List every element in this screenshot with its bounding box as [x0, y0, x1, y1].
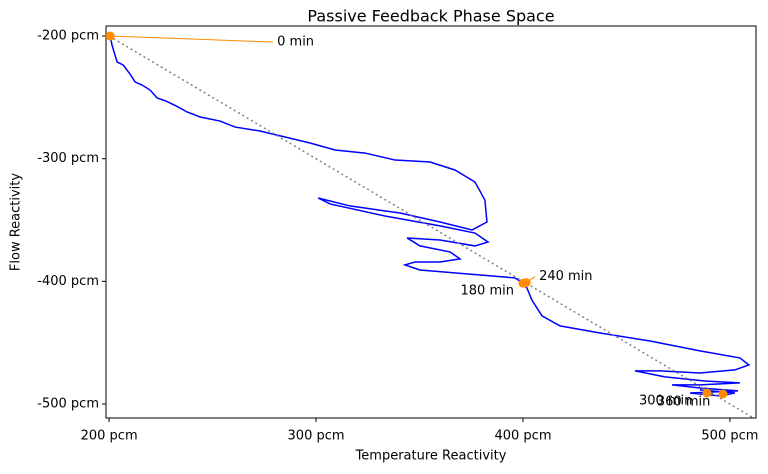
- trajectory-line: [109, 35, 751, 397]
- y-tick-label: -400 pcm: [37, 274, 99, 289]
- annotation-label: 240 min: [539, 269, 592, 284]
- y-axis-label: Flow Reactivity: [9, 173, 24, 271]
- time-marker: [521, 278, 531, 288]
- reference-line: [108, 35, 755, 418]
- axes-frame: [105, 25, 757, 419]
- y-tick-label: -200 pcm: [37, 29, 99, 44]
- x-tick-label: 500 pcm: [701, 429, 758, 444]
- y-tick-label: -300 pcm: [37, 151, 99, 166]
- annotation-label: 0 min: [277, 35, 314, 50]
- time-marker: [105, 31, 115, 41]
- y-tick-label: -500 pcm: [37, 397, 99, 412]
- time-marker: [718, 389, 728, 399]
- chart-title: Passive Feedback Phase Space: [307, 7, 554, 26]
- time-marker: [702, 388, 712, 398]
- x-tick-label: 400 pcm: [494, 429, 551, 444]
- annotation-label: 360 min: [657, 394, 710, 409]
- annotation-label: 300 min: [639, 393, 692, 408]
- annotation-label: 180 min: [461, 284, 514, 299]
- x-tick-label: 200 pcm: [81, 429, 138, 444]
- plot-area: [108, 35, 755, 418]
- x-axis-label: Temperature Reactivity: [355, 449, 507, 464]
- annotation-arrow: [110, 35, 274, 43]
- x-tick-label: 300 pcm: [288, 429, 345, 444]
